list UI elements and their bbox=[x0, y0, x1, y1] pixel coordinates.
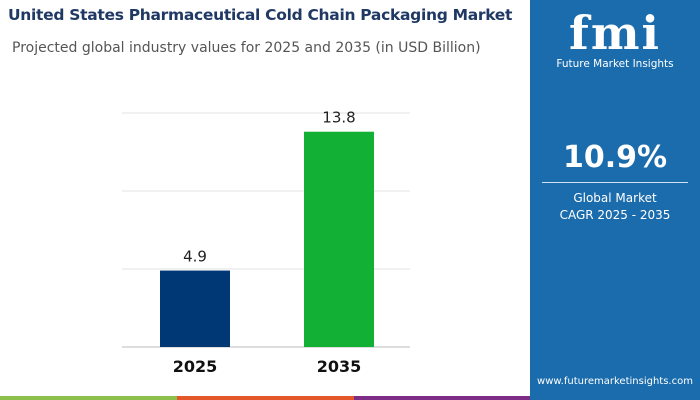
stripe-green bbox=[0, 396, 177, 400]
chart-title: United States Pharmaceutical Cold Chain … bbox=[8, 6, 513, 24]
bar-2025 bbox=[160, 270, 230, 347]
chart-subtitle: Projected global industry values for 202… bbox=[12, 40, 481, 56]
bar-chart: 4.9 2025 13.8 2035 bbox=[122, 109, 410, 376]
cagr-label: Global Market CAGR 2025 - 2035 bbox=[530, 190, 700, 224]
cagr-label-line1: Global Market bbox=[573, 191, 657, 205]
x-tick-label: 2025 bbox=[173, 357, 218, 376]
data-label: 13.8 bbox=[322, 109, 355, 127]
data-label: 4.9 bbox=[183, 248, 207, 266]
stripe-purple bbox=[354, 396, 530, 400]
x-tick-label: 2035 bbox=[317, 357, 362, 376]
info-panel: fmi Future Market Insights 10.9% Global … bbox=[530, 0, 700, 400]
stripe-orange bbox=[177, 396, 354, 400]
bar-2035 bbox=[304, 131, 374, 347]
divider bbox=[542, 182, 688, 183]
brand-name: Future Market Insights bbox=[556, 58, 674, 70]
cagr-value: 10.9% bbox=[562, 140, 668, 175]
website-url: www.futuremarketinsights.com bbox=[537, 376, 693, 387]
cagr-label-line2: CAGR 2025 - 2035 bbox=[559, 208, 671, 222]
fmi-logo: fmi Future Market Insights bbox=[530, 6, 700, 70]
